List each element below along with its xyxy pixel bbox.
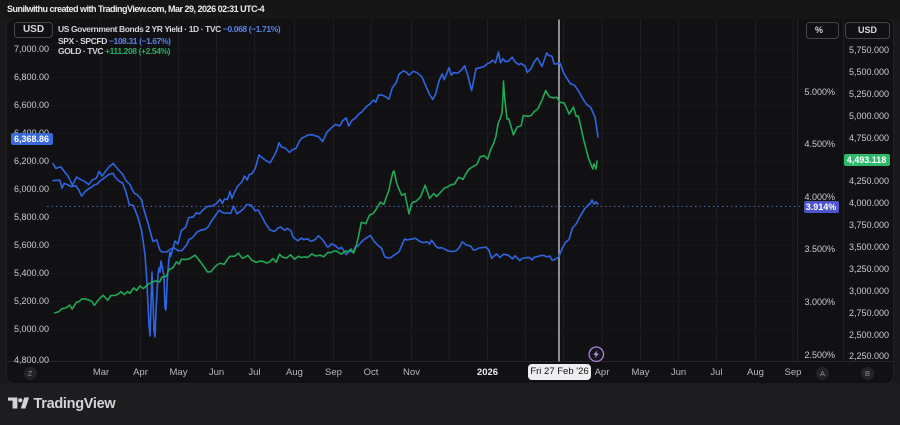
svg-text:TradingView: TradingView <box>34 396 117 412</box>
